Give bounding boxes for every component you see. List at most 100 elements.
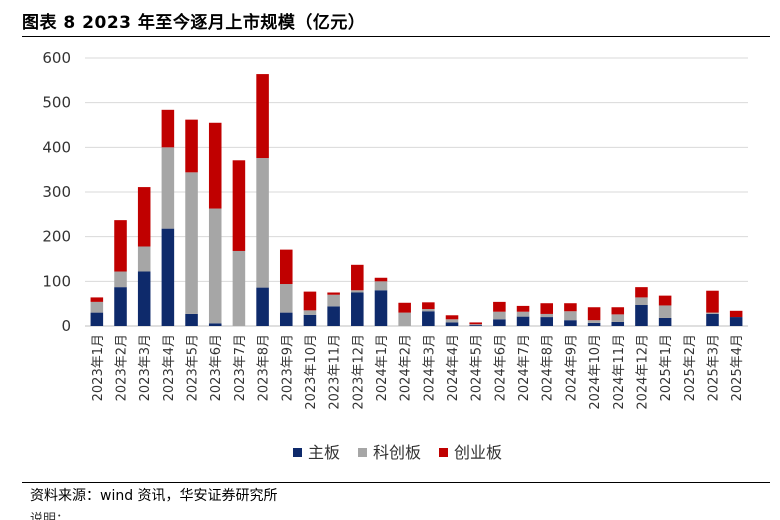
x-axis-ticks: 2023年1月 2023年2月 2023年3月 2023年4月 2023年5月 2023年… (91, 334, 745, 410)
bar-segment-3-20 (540, 303, 554, 314)
bar-segment-3-17 (469, 322, 482, 325)
bar-segment-3-22 (587, 307, 601, 321)
x-tick-label: 2024年12月 (635, 334, 650, 410)
bar-segment-3-1 (90, 297, 104, 302)
source-note: 资料来源：wind 资讯，华安证券研究所 (30, 488, 278, 504)
bar-segment-2-14 (398, 312, 411, 326)
legend-label-1: 主板 (308, 443, 340, 462)
bar-segment-1-11 (327, 306, 340, 326)
legend-swatch-3 (439, 448, 448, 457)
bar-segment-2-1 (90, 301, 104, 313)
bar-segment-1-21 (564, 320, 577, 326)
bar-segment-3-15 (422, 302, 435, 310)
bar-segment-3-12 (351, 264, 364, 291)
bar-segment-1-28 (729, 317, 743, 326)
bar-segment-3-10 (303, 291, 317, 311)
bar-segment-2-10 (303, 310, 317, 315)
bar-segment-3-2 (114, 220, 127, 272)
bar-segment-3-16 (445, 315, 459, 320)
bar-segment-2-5 (185, 172, 198, 314)
y-axis-ticks: 0 100 200 300 400 500 600 (42, 49, 71, 335)
bar-segment-3-7 (232, 160, 246, 251)
bar-segment-2-19 (516, 311, 530, 317)
cut-off-note: 说明： (30, 512, 70, 520)
bar-segment-1-22 (587, 322, 601, 326)
bar-segment-2-21 (564, 311, 577, 321)
x-tick-label: 2024年8月 (541, 334, 556, 401)
y-tick-label: 100 (42, 272, 71, 290)
bar-segment-2-15 (422, 309, 435, 312)
bar-segment-2-2 (114, 271, 127, 288)
bar-segment-2-13 (374, 281, 388, 291)
bar-segment-1-2 (114, 287, 127, 326)
stacked-bar-chart: 0 100 200 300 400 500 600 2023年1月 2023年2月 2023年3… (42, 49, 748, 462)
x-tick-label: 2024年5月 (470, 334, 485, 401)
bar-segment-2-7 (232, 250, 246, 326)
x-tick-label: 2023年12月 (351, 334, 366, 410)
footer-divider (22, 482, 770, 483)
bar-segment-2-17 (469, 324, 482, 326)
y-tick-label: 0 (61, 317, 71, 335)
x-tick-label: 2023年5月 (186, 334, 201, 401)
bar-segment-1-13 (374, 290, 388, 326)
y-tick-label: 300 (42, 183, 71, 201)
bar-segment-3-4 (161, 109, 175, 148)
bar-segment-1-6 (208, 323, 222, 326)
bar-segment-2-20 (540, 313, 554, 318)
bar-segment-1-18 (493, 319, 506, 326)
x-tick-label: 2023年3月 (138, 334, 153, 401)
bar-segment-3-18 (493, 301, 506, 312)
bar-segment-1-4 (161, 228, 175, 326)
bar-segment-3-28 (729, 310, 743, 318)
bar-segment-3-14 (398, 302, 411, 313)
chart-title: 图表 8 2023 年至今逐月上市规模（亿元） (22, 13, 366, 33)
bar-segment-3-5 (185, 119, 198, 173)
bar-segment-3-13 (374, 277, 388, 282)
bar-segment-1-19 (516, 316, 530, 326)
x-tick-label: 2023年10月 (304, 334, 319, 410)
y-tick-label: 600 (42, 49, 71, 67)
bar-segment-2-24 (635, 297, 648, 306)
bar-segment-1-12 (351, 292, 364, 326)
x-tick-label: 2024年4月 (446, 334, 461, 401)
bar-segment-1-9 (279, 312, 293, 326)
bar-segment-2-22 (587, 320, 601, 323)
legend-label-3: 创业板 (454, 443, 502, 462)
bar-segment-3-8 (256, 74, 269, 159)
x-tick-label: 2023年7月 (233, 334, 248, 401)
bar-segment-1-27 (706, 313, 719, 326)
x-tick-label: 2024年9月 (564, 334, 579, 401)
bar-segment-3-19 (516, 305, 530, 312)
bar-segment-1-15 (422, 311, 435, 326)
gridlines (85, 57, 748, 327)
x-tick-label: 2025年4月 (730, 334, 745, 401)
bar-segment-1-16 (445, 322, 459, 326)
bar-segment-3-25 (658, 295, 672, 306)
x-tick-label: 2025年1月 (659, 334, 674, 401)
bar-segment-2-23 (611, 314, 625, 322)
x-tick-label: 2024年7月 (517, 334, 532, 401)
x-tick-label: 2024年6月 (493, 334, 508, 401)
bar-segment-3-9 (279, 249, 293, 285)
x-tick-label: 2023年8月 (257, 334, 272, 401)
bar-segment-1-1 (90, 312, 104, 326)
x-tick-label: 2024年10月 (588, 334, 603, 410)
x-tick-label: 2025年3月 (706, 334, 721, 401)
bar-segment-3-6 (208, 122, 222, 209)
bar-segment-2-12 (351, 290, 364, 293)
x-tick-label: 2025年2月 (683, 334, 698, 401)
bar-segment-2-27 (706, 312, 719, 314)
bar-segment-2-4 (161, 147, 175, 229)
x-tick-label: 2023年1月 (91, 334, 106, 401)
bar-segment-2-25 (658, 305, 672, 318)
bar-segment-1-23 (611, 321, 625, 326)
bar-segment-3-24 (635, 287, 648, 298)
bar-segment-3-27 (706, 290, 719, 313)
y-tick-label: 500 (42, 94, 71, 112)
legend-swatch-2 (358, 448, 367, 457)
x-tick-label: 2024年3月 (422, 334, 437, 401)
legend: 主板 科创板 创业板 (293, 443, 502, 462)
x-tick-label: 2023年6月 (209, 334, 224, 401)
x-tick-label: 2024年2月 (399, 334, 414, 401)
bar-segment-3-11 (327, 292, 340, 295)
